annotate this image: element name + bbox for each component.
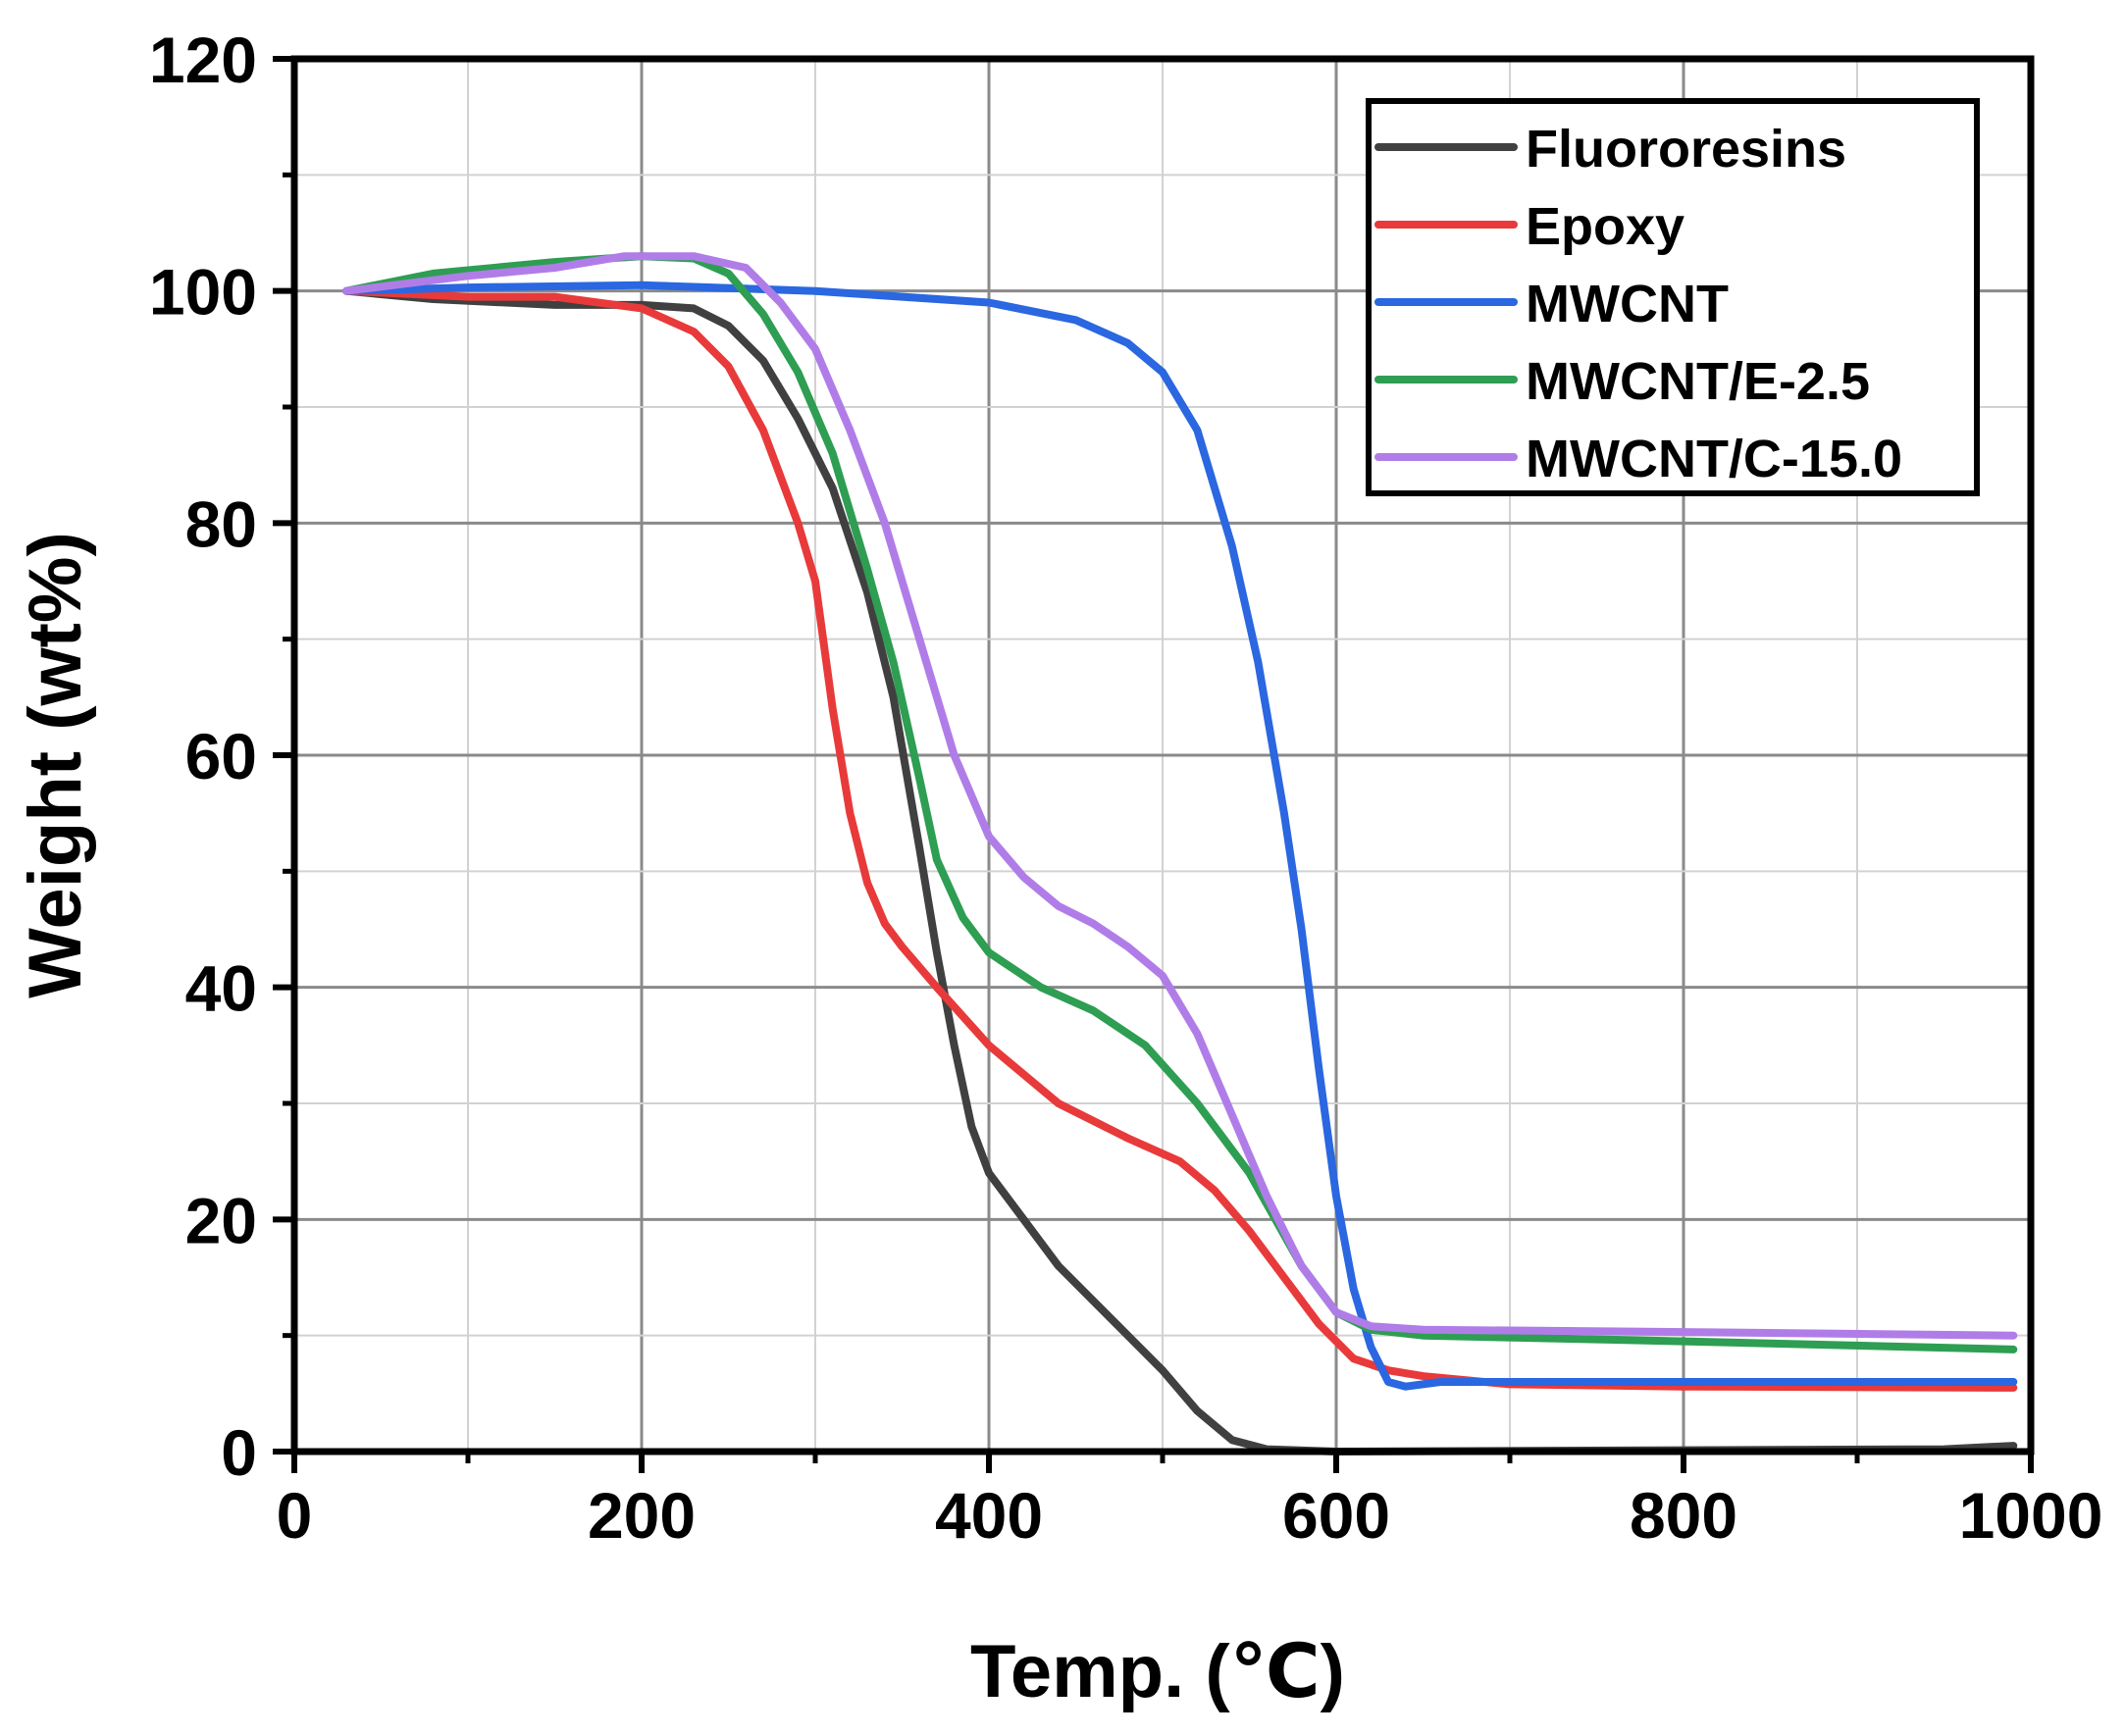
series-lines bbox=[342, 252, 2018, 1455]
y-tick-label: 0 bbox=[221, 1416, 257, 1489]
legend-frame bbox=[1366, 98, 1980, 496]
legend-label-epoxy: Epoxy bbox=[1526, 197, 1684, 256]
series-line-mwcnt bbox=[342, 281, 2018, 1391]
legend-label-mwcnt-e-2-5: MWCNT/E-2.5 bbox=[1526, 352, 1870, 411]
y-tick-label: 100 bbox=[149, 256, 257, 329]
tick-labels: 0 200 400 600 800 1000 0 20 40 60 80 100 120 bbox=[149, 24, 2103, 1552]
series-line-mwcnt-c-15-0 bbox=[342, 252, 2018, 1340]
y-tick-label: 60 bbox=[185, 720, 257, 792]
x-tick-label: 600 bbox=[1282, 1479, 1390, 1552]
legend: Fluororesins Epoxy MWCNT MWCNT/E-2.5 MWCNT/C… bbox=[1366, 98, 1980, 496]
y-tick-label: 120 bbox=[149, 24, 257, 96]
legend-label-mwcnt: MWCNT bbox=[1526, 275, 1729, 333]
x-tick-label: 1000 bbox=[1959, 1479, 2103, 1552]
series-line-fluororesins bbox=[342, 286, 2018, 1455]
legend-label-fluororesins: Fluororesins bbox=[1526, 120, 1846, 179]
x-tick-label: 200 bbox=[588, 1479, 696, 1552]
axes bbox=[273, 55, 2035, 1473]
legend-label-mwcnt-c-15-0: MWCNT/C-15.0 bbox=[1526, 430, 1902, 488]
y-tick-label: 80 bbox=[185, 487, 257, 560]
x-tick-label: 400 bbox=[935, 1479, 1043, 1552]
x-axis-title: Temp. (℃) bbox=[970, 1630, 1345, 1713]
y-tick-label: 20 bbox=[185, 1184, 257, 1256]
y-axis-title: Weight (wt%) bbox=[14, 532, 97, 998]
x-tick-label: 0 bbox=[277, 1479, 313, 1552]
y-tick-label: 40 bbox=[185, 952, 257, 1025]
x-tick-label: 800 bbox=[1630, 1479, 1737, 1552]
series-line-epoxy bbox=[342, 286, 2018, 1392]
